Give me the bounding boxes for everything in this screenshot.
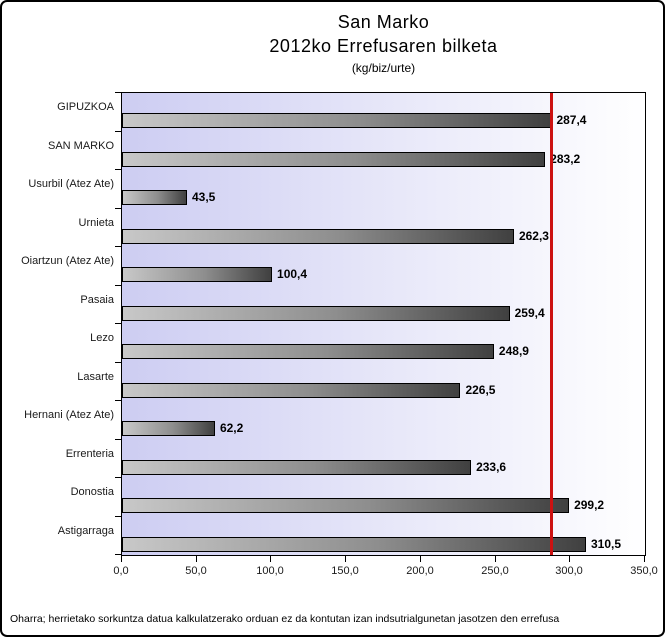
reference-line: [550, 93, 553, 555]
x-axis-tick: [569, 556, 570, 562]
bar-value-label: 259,4: [514, 305, 545, 320]
x-axis-tick-label: 200,0: [406, 565, 434, 577]
bar-value-label: 310,5: [590, 536, 621, 551]
category-label: Urnieta: [78, 216, 114, 229]
category-label: Lasarte: [77, 370, 114, 383]
x-axis-tick: [270, 556, 271, 562]
category-label: SAN MARKO: [47, 139, 114, 152]
y-axis-tick: [115, 323, 121, 324]
bar-lasarte: [122, 382, 461, 398]
bar-value-label: 299,2: [574, 498, 605, 512]
bar-value-label: 100,4: [277, 267, 308, 281]
bar-lezo: [122, 344, 494, 359]
x-axis-tick-label: 50,0: [185, 565, 207, 577]
category-label: Errenteria: [65, 447, 114, 460]
x-axis-tick: [644, 556, 645, 562]
category-label: Hernani (Atez Ate): [24, 409, 114, 421]
y-axis-tick: [115, 477, 121, 478]
bar-oiartzun-atez-ate-: [122, 267, 273, 282]
bar-astigarraga: [122, 536, 586, 552]
y-axis-tick: [115, 92, 121, 93]
bar-value-label: 226,5: [465, 382, 496, 397]
category-label: Astigarraga: [57, 524, 114, 537]
x-axis-tick-label: 300,0: [555, 565, 583, 577]
bar-value-label: 62,2: [219, 421, 244, 435]
x-axis-tick: [196, 556, 197, 562]
plot-area: 287,4 283,2 43,5 262,3 100,4 259,4 248,9 226,5 6…: [121, 92, 646, 556]
bar-gipuzkoa: [122, 113, 552, 128]
x-axis-tick: [420, 556, 421, 562]
chart-units-label: (kg/biz/urte): [351, 61, 416, 75]
bar-value-label: 283,2: [550, 151, 581, 166]
x-axis-tick: [121, 556, 122, 562]
y-axis-tick: [115, 554, 121, 555]
x-axis-tick-label: 150,0: [331, 565, 359, 577]
x-axis-tick-label: 250,0: [481, 565, 509, 577]
x-axis-tick: [345, 556, 346, 562]
bar-urnieta: [122, 228, 514, 244]
chart-title-line2: 2012ko Errefusaren bilketa: [269, 36, 498, 56]
y-axis-tick: [115, 131, 121, 132]
y-axis-tick: [115, 246, 121, 247]
category-label: Usurbil (Atez Ate): [28, 178, 114, 190]
chart-title-block: San Marko 2012ko Errefusaren bilketa (kg…: [121, 10, 646, 76]
y-axis-tick: [115, 169, 121, 170]
x-axis-tick-label: 0,0: [113, 565, 129, 577]
footer-note: Oharra; herrietako sorkuntza datua kalku…: [10, 613, 560, 625]
y-axis-tick: [115, 208, 121, 209]
y-axis-tick: [115, 439, 121, 440]
bar-hernani-atez-ate-: [122, 421, 215, 436]
x-axis-tick: [495, 556, 496, 562]
category-label: Pasaia: [80, 293, 114, 306]
x-axis-tick-label: 350,0: [630, 565, 658, 577]
category-label: Oiartzun (Atez Ate): [21, 255, 114, 267]
bar-errenteria: [122, 459, 472, 475]
y-axis-tick: [115, 516, 121, 517]
x-axis-tick-label: 100,0: [256, 565, 284, 577]
bar-donostia: [122, 498, 570, 513]
y-axis-tick: [115, 285, 121, 286]
bar-value-label: 233,6: [476, 459, 507, 474]
bar-pasaia: [122, 305, 510, 321]
y-axis-tick: [115, 400, 121, 401]
bar-value-label: 248,9: [498, 344, 529, 358]
bar-value-label: 43,5: [192, 190, 216, 204]
y-axis-tick: [115, 362, 121, 363]
category-label: Donostia: [70, 486, 114, 498]
bar-value-label: 287,4: [556, 113, 587, 127]
category-label: GIPUZKOA: [57, 101, 114, 113]
category-label: Lezo: [90, 332, 114, 344]
bar-san-marko: [122, 151, 546, 167]
bar-value-label: 262,3: [518, 228, 549, 243]
bar-usurbil-atez-ate-: [122, 190, 187, 205]
chart-title-line1: San Marko: [337, 12, 430, 32]
